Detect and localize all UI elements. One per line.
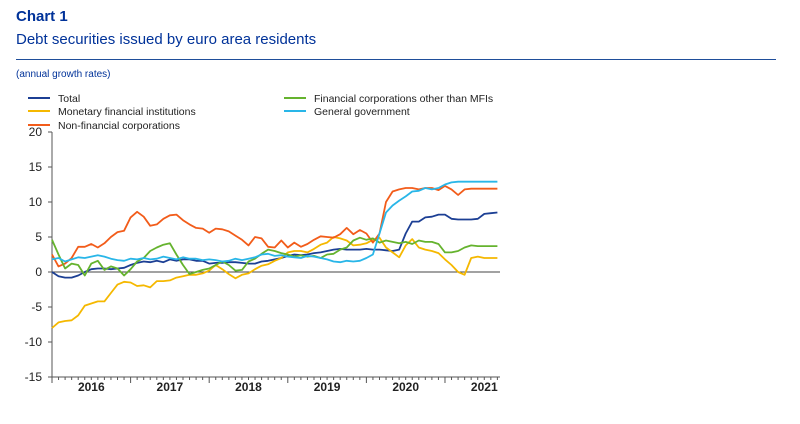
legend-label: Total	[58, 93, 81, 105]
y-tick-label: -5	[31, 300, 42, 314]
legend-swatch	[28, 124, 50, 127]
y-tick-label: -15	[25, 370, 43, 384]
x-tick-label: 2021	[471, 380, 498, 394]
legend-swatch	[28, 110, 50, 113]
y-tick-label: 0	[35, 265, 42, 279]
legend-label: Monetary financial institutions	[58, 106, 196, 118]
chart-title: Debt securities issued by euro area resi…	[16, 31, 317, 48]
y-tick-label: -10	[25, 335, 43, 349]
series-line-monetary-financial-institutions	[51, 236, 498, 329]
legend-item-nfc: Non-financial corporations	[28, 119, 180, 133]
legend-label: Non-financial corporations	[58, 120, 180, 132]
chart-header: Chart 1 Debt securities issued by euro a…	[16, 8, 776, 50]
y-tick-label: 20	[29, 125, 43, 139]
legend-item-mfi: Monetary financial institutions	[28, 105, 196, 119]
y-tick-label: 5	[35, 230, 42, 244]
legend-item-total: Total	[28, 92, 80, 106]
series-line-non-financial-corporations	[51, 184, 498, 268]
legend-label: Financial corporations other than MFIs	[314, 93, 494, 105]
x-tick-label: 2017	[157, 380, 184, 394]
legend-label: General government	[314, 106, 410, 118]
legend-swatch	[28, 97, 50, 100]
chart-legend: Total Monetary financial institutions No…	[0, 0, 800, 140]
x-tick-label: 2018	[235, 380, 262, 394]
series-line-total	[51, 211, 498, 279]
legend-swatch	[284, 97, 306, 100]
chart-number: Chart 1	[16, 8, 68, 25]
x-tick-label: 2016	[78, 380, 105, 394]
series-line-general-government	[51, 180, 498, 264]
series-line-financial-corporations-other-than-mfis	[51, 236, 498, 277]
x-tick-label: 2019	[314, 380, 341, 394]
header-divider	[16, 59, 776, 60]
chart-subtitle: (annual growth rates)	[16, 69, 111, 80]
legend-swatch	[284, 110, 306, 113]
legend-item-gov: General government	[284, 105, 410, 119]
legend-item-ofc: Financial corporations other than MFIs	[284, 92, 493, 106]
x-tick-label: 2020	[392, 380, 419, 394]
y-tick-label: 10	[29, 195, 43, 209]
y-tick-label: 15	[29, 160, 43, 174]
